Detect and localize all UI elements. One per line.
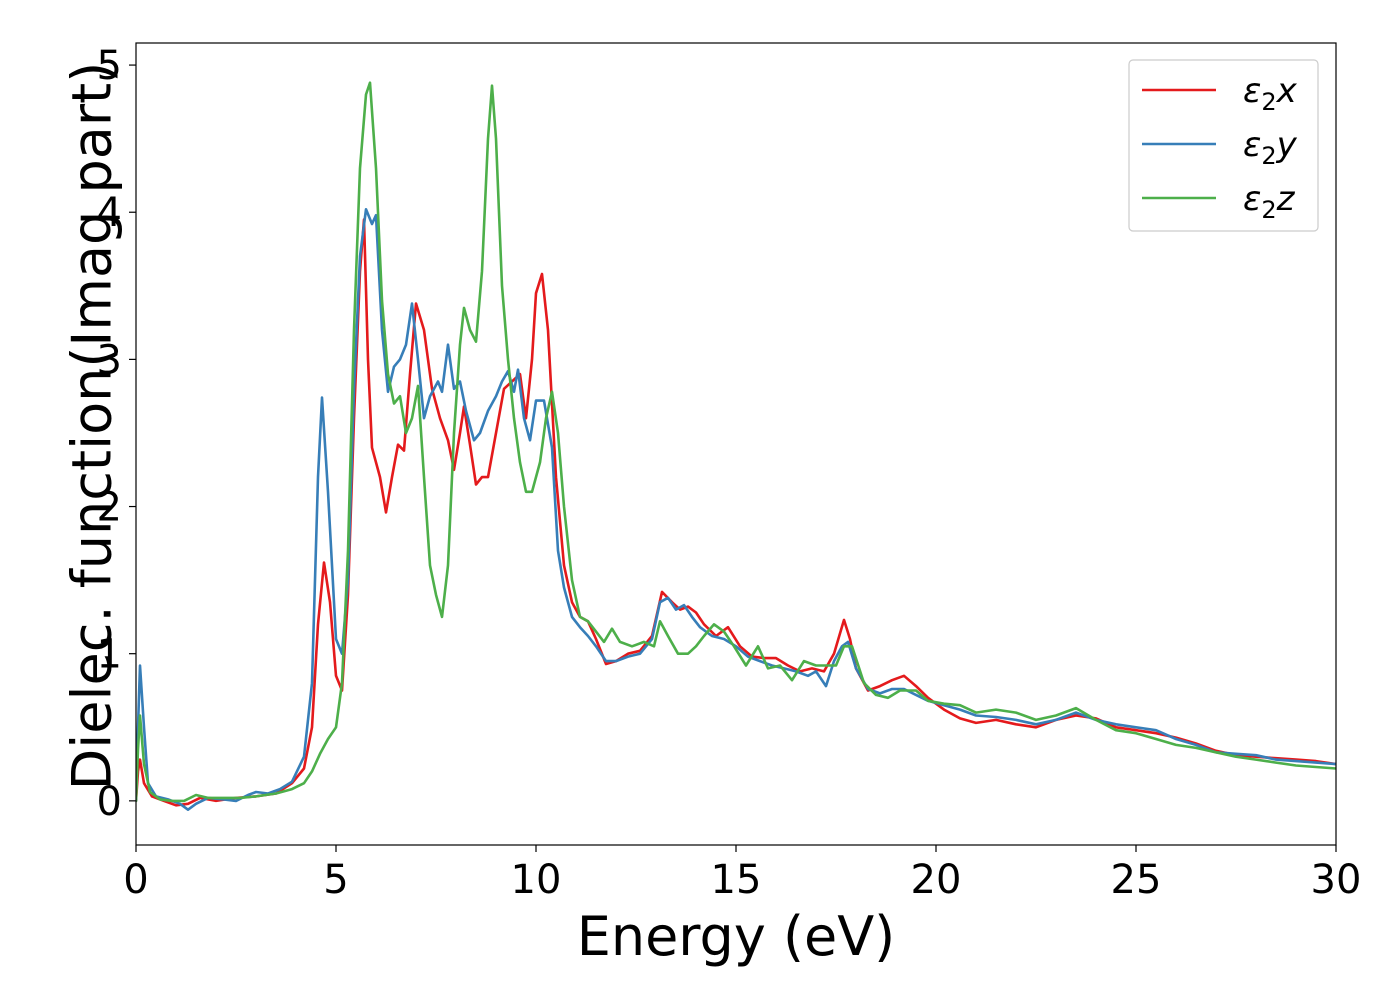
x-tick-label: 10 xyxy=(511,857,562,903)
x-tick-label: 20 xyxy=(911,857,962,903)
y-tick-label: 3 xyxy=(97,337,122,383)
legend-box xyxy=(1128,59,1319,232)
y-tick-label: 5 xyxy=(97,43,122,89)
legend-label-y: ε2y xyxy=(1243,125,1298,170)
legend-label-component: x xyxy=(1276,71,1298,111)
y-axis-ticks: 0 1 2 3 4 5 xyxy=(97,43,136,825)
series-line-y xyxy=(136,208,1336,811)
legend-label-x: ε2x xyxy=(1243,71,1298,116)
x-tick-label: 25 xyxy=(1111,857,1162,903)
legend-label-z: ε2z xyxy=(1243,179,1296,224)
y-tick-label: 0 xyxy=(97,779,122,825)
y-axis-label: Dielec. function(Imag part) xyxy=(61,62,124,791)
series-line-z xyxy=(136,81,1336,803)
legend-label-symbol: ε xyxy=(1243,125,1261,165)
legend-label-component: y xyxy=(1276,125,1298,165)
x-tick-label: 5 xyxy=(323,857,348,903)
legend-label-subscript: 2 xyxy=(1261,88,1276,116)
legend-label-symbol: ε xyxy=(1243,179,1261,219)
y-tick-label: 1 xyxy=(97,632,122,678)
legend-label-subscript: 2 xyxy=(1261,142,1276,170)
series-line-x xyxy=(136,218,1336,807)
x-tick-label: 0 xyxy=(123,857,148,903)
legend-label-symbol: ε xyxy=(1243,71,1261,111)
y-tick-label: 2 xyxy=(97,485,122,531)
legend-label-subscript: 2 xyxy=(1261,196,1276,224)
legend-label-component: z xyxy=(1276,179,1296,219)
x-tick-label: 15 xyxy=(711,857,762,903)
series-layer xyxy=(136,81,1336,811)
x-axis-label: Energy (eV) xyxy=(577,905,896,968)
x-tick-label: 30 xyxy=(1311,857,1362,903)
x-axis-ticks: 0 5 10 15 20 25 30 xyxy=(123,845,1361,903)
y-tick-label: 4 xyxy=(97,190,122,236)
